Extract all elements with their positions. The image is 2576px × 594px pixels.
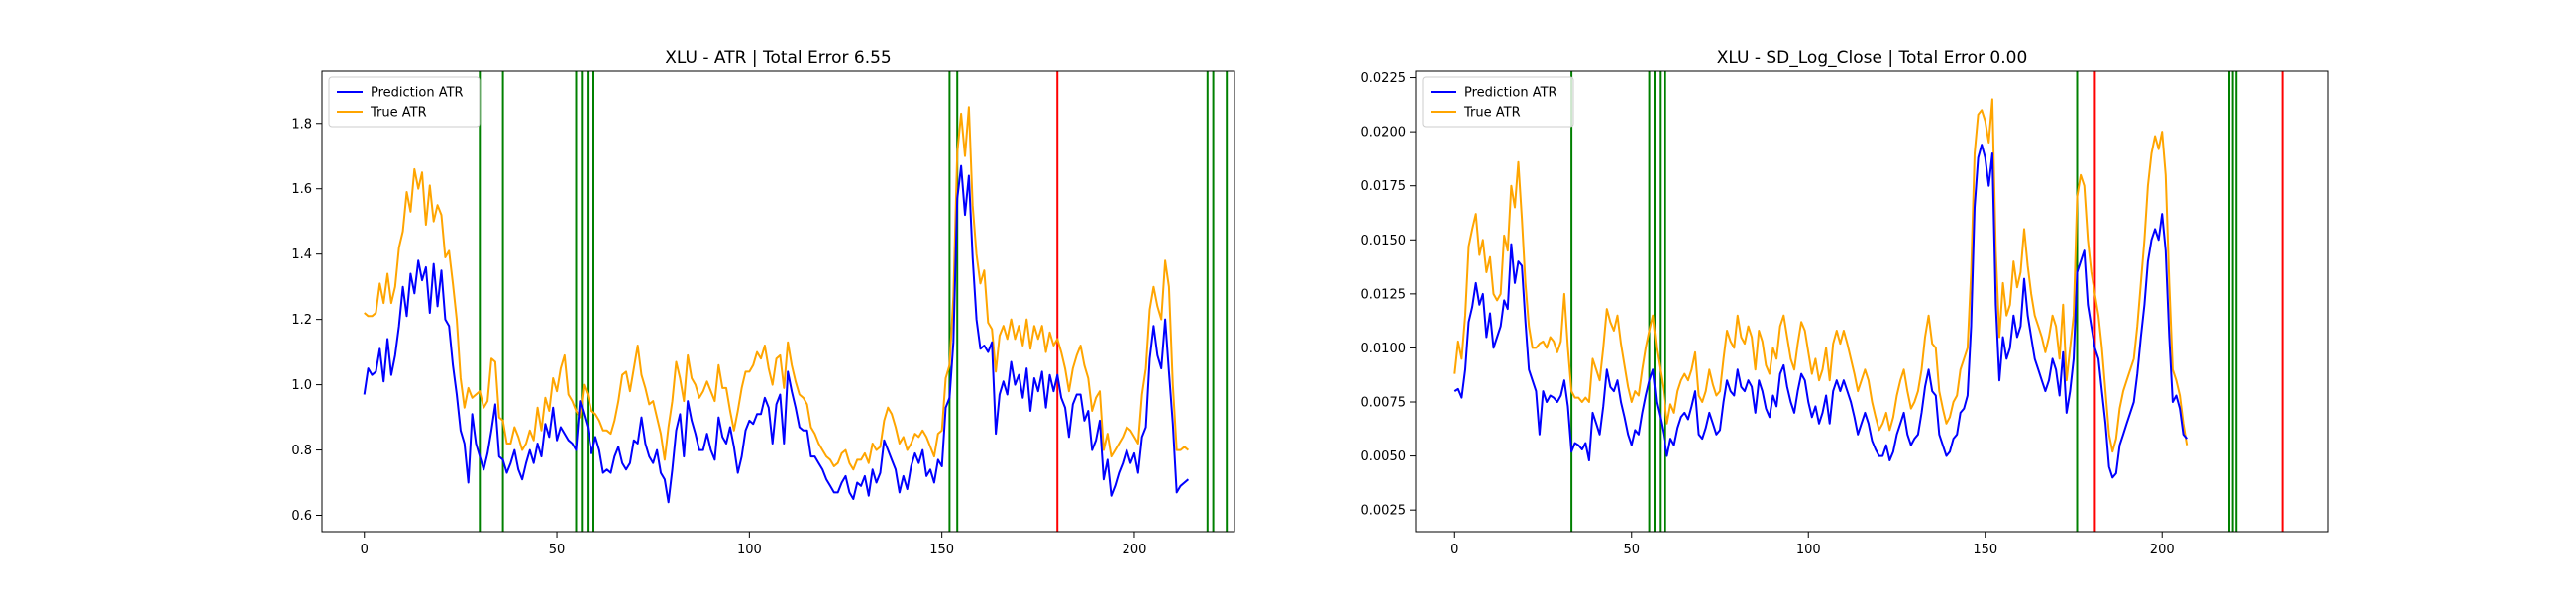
- y-tick-label: 0.6: [291, 509, 312, 524]
- legend: Prediction ATR True ATR: [328, 76, 481, 128]
- y-tick-label: 0.0125: [1361, 287, 1407, 302]
- sd-log-close-chart-panel: XLU - SD_Log_Close | Total Error 0.00 0 5…: [1361, 49, 2329, 557]
- x-axis: 0 50 100 150 200: [361, 532, 1147, 557]
- legend-label: True ATR: [370, 106, 427, 121]
- y-tick-label: 0.0075: [1361, 396, 1407, 411]
- x-tick-label: 0: [1450, 543, 1458, 557]
- chart-title: XLU - ATR | Total Error 6.55: [665, 49, 892, 68]
- y-tick-label: 0.0050: [1361, 449, 1407, 464]
- y-tick-label: 0.0175: [1361, 179, 1407, 194]
- prediction-series-line: [1453, 144, 2188, 479]
- legend-label: Prediction ATR: [1464, 86, 1557, 101]
- y-axis: 0.0025 0.0050 0.0075 0.0100 0.0125 0.0150 0.01…: [1361, 71, 1416, 519]
- legend-label: True ATR: [1463, 106, 1521, 121]
- x-tick-label: 0: [361, 543, 369, 557]
- y-tick-label: 0.0150: [1361, 234, 1407, 248]
- y-tick-label: 1.0: [291, 378, 312, 393]
- y-tick-label: 1.6: [291, 182, 312, 197]
- y-tick-label: 1.4: [291, 248, 312, 262]
- y-tick-label: 0.0200: [1361, 126, 1407, 141]
- y-tick-label: 0.0225: [1361, 71, 1407, 86]
- true-series-line: [1453, 98, 2189, 453]
- x-axis: 0 50 100 150 200: [1450, 532, 2175, 557]
- chart-title: XLU - SD_Log_Close | Total Error 0.00: [1717, 49, 2028, 68]
- x-tick-label: 50: [1623, 543, 1640, 557]
- axes-frame: [321, 70, 1235, 533]
- x-tick-label: 150: [929, 543, 954, 557]
- x-tick-label: 100: [737, 543, 762, 557]
- x-tick-label: 100: [1796, 543, 1821, 557]
- x-tick-label: 200: [2150, 543, 2175, 557]
- signal-lines: [1570, 71, 2284, 532]
- atr-chart-panel: XLU - ATR | Total Error 6.55 0 50 100 150 20…: [291, 49, 1235, 557]
- legend: Prediction ATR True ATR: [1422, 76, 1574, 128]
- axes-frame: [1415, 70, 2329, 533]
- series-lines: [363, 106, 1190, 504]
- y-tick-label: 1.8: [291, 117, 312, 132]
- x-tick-label: 200: [1123, 543, 1147, 557]
- y-axis: 0.6 0.8 1.0 1.2 1.4 1.6 1.8: [291, 117, 322, 524]
- legend-box: [328, 76, 481, 128]
- legend-label: Prediction ATR: [371, 86, 464, 101]
- legend-box: [1422, 76, 1574, 128]
- prediction-series-line: [363, 164, 1190, 504]
- y-tick-label: 0.0100: [1361, 342, 1407, 356]
- y-tick-label: 1.2: [291, 313, 312, 328]
- x-tick-label: 150: [1973, 543, 1997, 557]
- y-tick-label: 0.8: [291, 444, 312, 458]
- series-lines: [1453, 98, 2189, 479]
- y-tick-label: 0.0025: [1361, 504, 1407, 519]
- true-series-line: [364, 106, 1190, 471]
- x-tick-label: 50: [549, 543, 566, 557]
